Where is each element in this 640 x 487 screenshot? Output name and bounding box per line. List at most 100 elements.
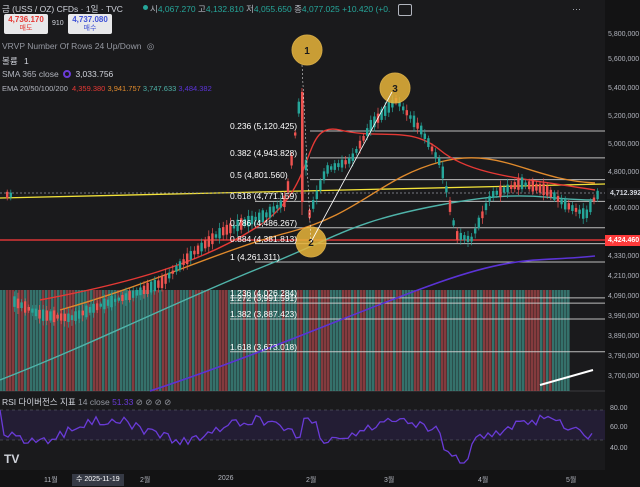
volume-profile-bar <box>399 290 402 391</box>
candle-up <box>322 171 326 181</box>
more-icon[interactable]: ··· <box>572 4 581 14</box>
volume-profile-bar <box>423 290 426 391</box>
time-axis-label: 11월 <box>44 477 58 484</box>
time-axis-label: 2월 <box>140 477 151 484</box>
ema-legend[interactable]: EMA 20/50/100/200 4,359.380 3,941.757 3,… <box>2 84 212 93</box>
volume-profile-bar <box>201 290 204 391</box>
volume-profile-bar <box>336 290 339 391</box>
volume-profile-bar <box>531 290 534 391</box>
volume-profile-bar <box>141 290 144 391</box>
volume-profile-bar <box>153 290 156 391</box>
candle-up <box>409 115 412 119</box>
candle-up <box>254 216 257 221</box>
price-axis-label: 5,000,000 <box>608 141 640 148</box>
buy-label: 매수 <box>83 25 97 32</box>
volume-profile-bar <box>192 290 195 391</box>
candle-down <box>45 310 48 321</box>
candle-down <box>171 270 174 274</box>
candle-down <box>6 191 9 199</box>
volume-profile-bar <box>3 290 6 391</box>
volume-profile-bar <box>60 290 63 391</box>
volume-profile-bar <box>324 290 327 391</box>
candle-up <box>477 217 480 229</box>
volume-profile-bar <box>261 290 264 391</box>
candle-down <box>546 185 549 196</box>
fib-connector-line <box>310 91 393 243</box>
candle-up <box>571 205 574 212</box>
candle-down <box>146 282 149 295</box>
fib-level-label: 0.786 (4,486.267) <box>230 217 298 228</box>
candle-up <box>74 311 77 321</box>
sma-legend[interactable]: SMA 365 close 3,033.756 <box>2 69 113 79</box>
candle-down <box>535 183 538 191</box>
volume-profile-bar <box>225 290 228 391</box>
candle-up <box>384 106 387 116</box>
volume-profile-bar <box>459 290 462 391</box>
volume-profile-bar <box>129 290 132 391</box>
high-label: 고 <box>198 4 206 14</box>
sell-button[interactable]: 4,736.170 매도 <box>4 14 48 34</box>
volume-profile-bar <box>108 290 111 391</box>
volume-profile-bar <box>504 290 507 391</box>
volume-profile-bar <box>432 290 435 391</box>
candle-up <box>402 106 405 111</box>
volume-profile-bar <box>297 290 300 391</box>
volume-profile-bar <box>303 290 306 391</box>
volume-profile-bar <box>429 290 432 391</box>
volume-profile-bar <box>411 290 414 391</box>
candle-up <box>243 219 246 227</box>
candle-down <box>63 313 66 322</box>
volume-profile-bar <box>444 290 447 391</box>
volume-profile-bar <box>189 290 192 391</box>
candle-down <box>283 195 286 208</box>
volume-profile-bar <box>39 290 42 391</box>
vrvp-legend[interactable]: VRVP Number Of Rows 24 Up/Down ◎ <box>2 41 154 52</box>
volume-profile-bar <box>372 290 375 391</box>
volume-profile-bar <box>465 290 468 391</box>
candle-up <box>304 159 308 171</box>
volume-profile-bar <box>162 290 165 391</box>
volume-profile-bar <box>18 290 21 391</box>
volume-profile-bar <box>447 290 450 391</box>
buy-price: 4,737.080 <box>72 15 108 24</box>
price-axis-label: 4,600,000 <box>608 205 640 212</box>
candle-down <box>448 200 452 212</box>
volume-profile-bar <box>231 290 234 391</box>
buy-button[interactable]: 4,737.080 매수 <box>68 14 112 34</box>
volume-legend[interactable]: 볼륨 1 <box>2 55 29 67</box>
candle-down <box>538 183 542 193</box>
volume-profile-bar <box>309 290 312 391</box>
eye-icon[interactable]: ◎ <box>146 41 155 51</box>
symbol-name[interactable]: 금 (USS / OZ) CFDs · 1일 · TVC <box>2 4 123 14</box>
candle-up <box>337 163 340 168</box>
price-axis-label: 3,700,000 <box>608 373 640 380</box>
candle-down <box>142 285 146 295</box>
candle-up <box>369 119 372 132</box>
volume-profile-bar <box>69 290 72 391</box>
candle-down <box>405 110 408 116</box>
candle-up <box>459 232 462 241</box>
volume-profile-bar <box>45 290 48 391</box>
price-axis-label: 5,400,000 <box>608 85 640 92</box>
price-axis-label: 4,210,000 <box>608 273 640 280</box>
ohlc-readout: 시4,067.270 고4,132.810 저4,055.650 종4,077.… <box>150 3 390 15</box>
rsi-legend[interactable]: RSI 다이버전스 지표 14 close 51.33 ⊘ ⊘ ⊘ ⊘ <box>2 396 171 408</box>
volume-profile-bar <box>30 290 33 391</box>
candle-up <box>564 199 567 210</box>
settings-icon[interactable] <box>398 4 412 16</box>
volume-profile-bar <box>327 290 330 391</box>
candle-down <box>556 195 560 202</box>
volume-profile-bar <box>57 290 60 391</box>
volume-profile-bar <box>441 290 444 391</box>
volume-profile-bar <box>168 290 171 391</box>
candle-down <box>222 227 225 236</box>
red-line-price-tag: 4,424.460 <box>605 235 640 246</box>
candle-up <box>78 310 81 319</box>
candle-up <box>103 298 106 310</box>
candle-up <box>380 109 383 120</box>
volume-profile-bar <box>471 290 474 391</box>
candle-down <box>211 233 214 245</box>
volume-profile-bar <box>315 290 318 391</box>
candle-up <box>218 228 221 239</box>
